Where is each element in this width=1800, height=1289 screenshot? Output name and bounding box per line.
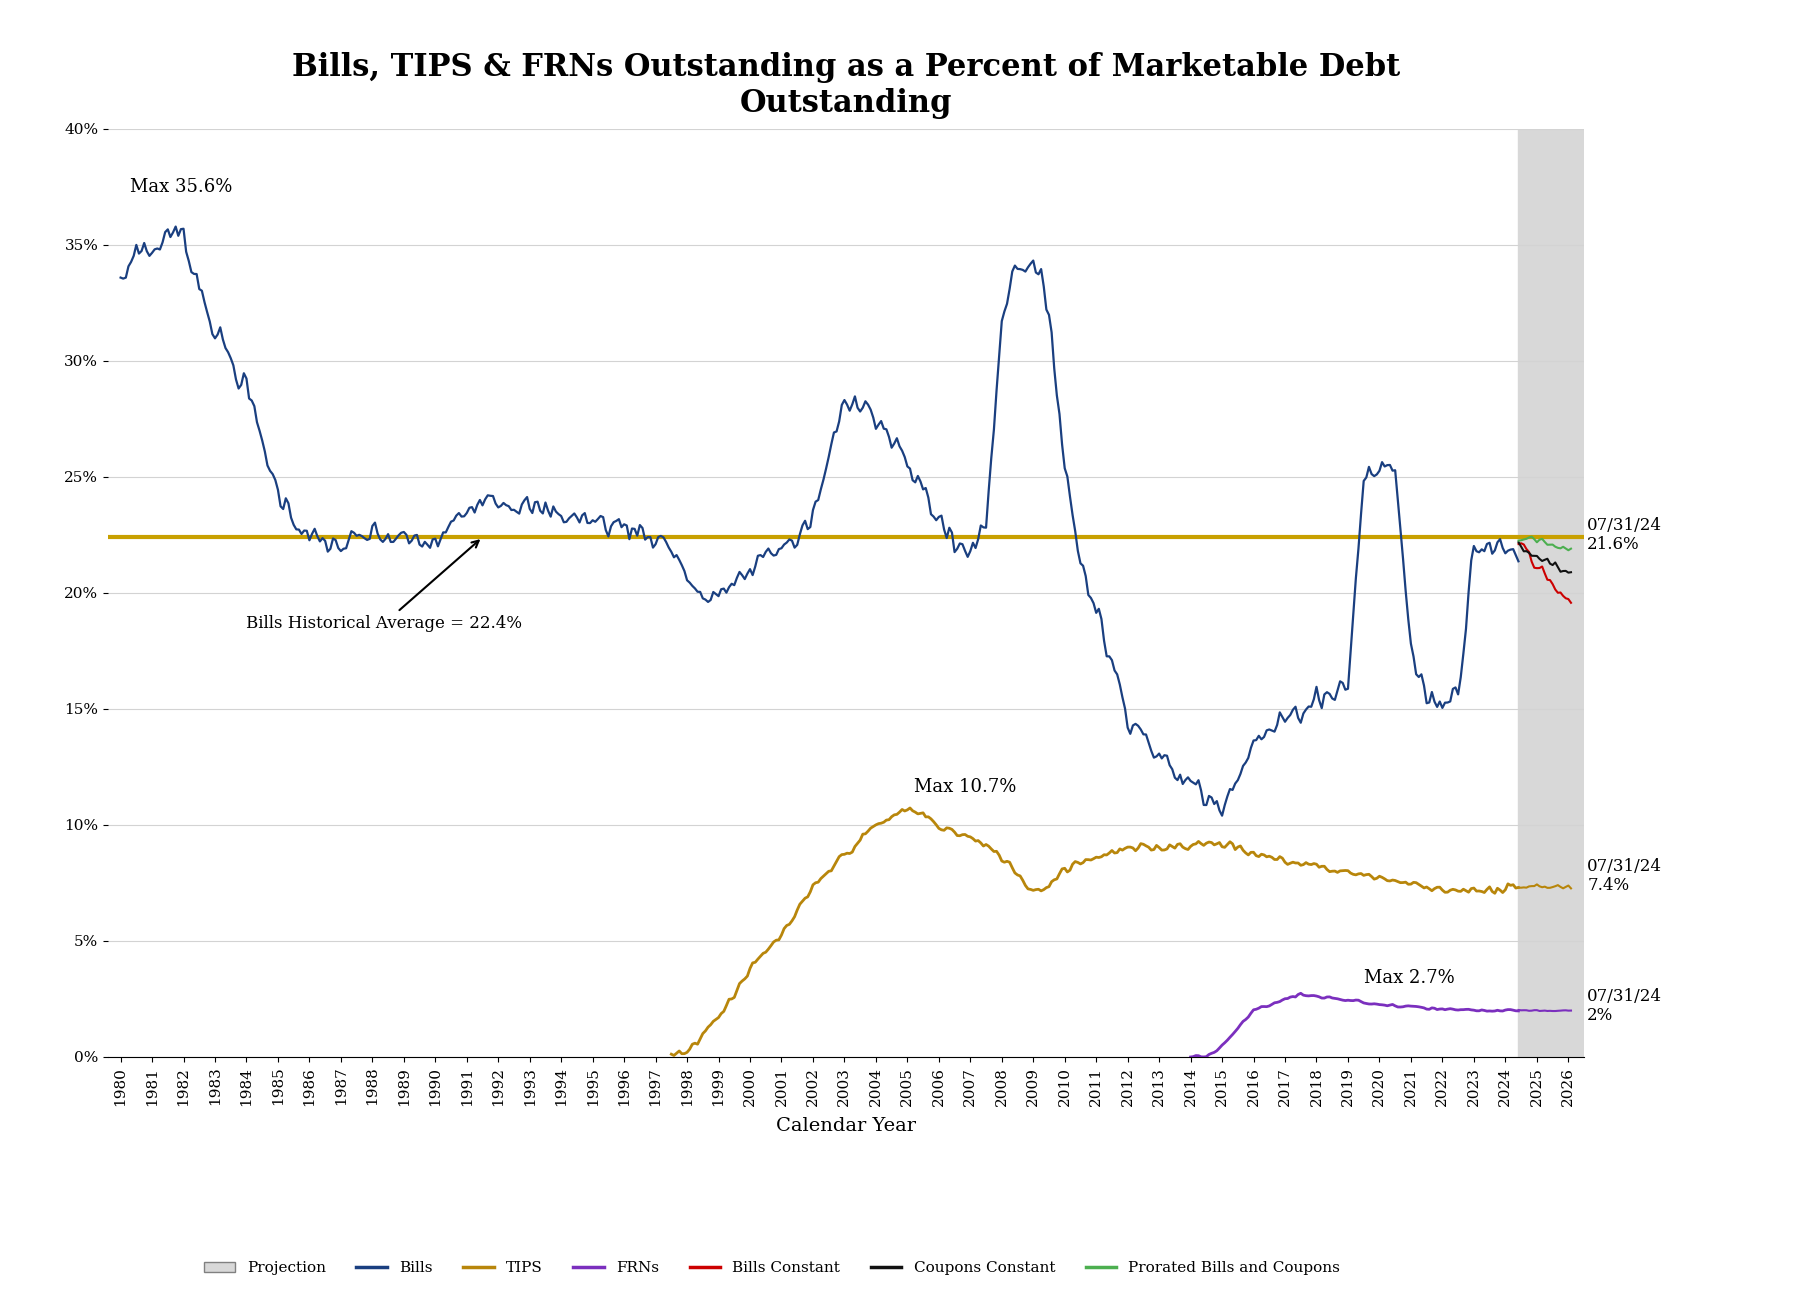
- Title: Bills, TIPS & FRNs Outstanding as a Percent of Marketable Debt
Outstanding: Bills, TIPS & FRNs Outstanding as a Perc…: [292, 53, 1400, 120]
- Text: Max 10.7%: Max 10.7%: [914, 779, 1015, 797]
- Text: 07/31/24
2%: 07/31/24 2%: [1588, 987, 1661, 1025]
- Legend: Projection, Bills, TIPS, FRNs, Bills Constant, Coupons Constant, Prorated Bills : Projection, Bills, TIPS, FRNs, Bills Con…: [198, 1255, 1346, 1281]
- Bar: [1517, 129, 1588, 1057]
- Text: 07/31/24
7.4%: 07/31/24 7.4%: [1588, 857, 1661, 895]
- Text: 07/31/24
21.6%: 07/31/24 21.6%: [1588, 517, 1661, 553]
- Text: Max 35.6%: Max 35.6%: [130, 178, 232, 196]
- X-axis label: Calendar Year: Calendar Year: [776, 1116, 916, 1134]
- Text: Bills Historical Average = 22.4%: Bills Historical Average = 22.4%: [247, 540, 522, 632]
- Text: Max 2.7%: Max 2.7%: [1364, 969, 1454, 987]
